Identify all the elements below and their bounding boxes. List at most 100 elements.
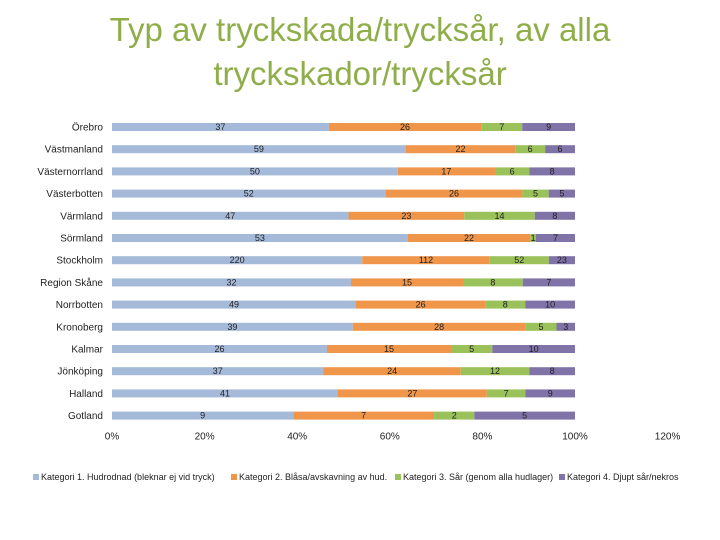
bar-segment-series-4 (534, 211, 575, 220)
bar-segment-series-4 (529, 367, 575, 376)
bar-segment-series-3 (481, 123, 523, 131)
bar-segment-series-4 (556, 322, 575, 331)
category-label: Norrbotten (56, 300, 103, 311)
bar-segment-series-3 (515, 145, 546, 154)
category-label: Stockholm (56, 256, 103, 267)
bar-segment-series-1 (112, 411, 294, 420)
data-label: 3 (563, 322, 568, 332)
data-label: 47 (225, 211, 235, 221)
data-label: 10 (529, 344, 539, 354)
bar-segment-series-4 (525, 300, 575, 309)
bar-segment-series-1 (112, 256, 363, 265)
data-label: 49 (229, 300, 239, 310)
bar-segment-series-3 (434, 411, 475, 420)
data-label: 5 (469, 344, 474, 354)
data-label: 5 (559, 189, 564, 199)
category-label: Kronoberg (56, 322, 103, 333)
data-label: 6 (558, 144, 563, 154)
data-label: 26 (214, 344, 224, 354)
bar-segment-series-4 (529, 167, 575, 176)
data-label: 23 (557, 255, 567, 265)
data-label: 7 (361, 411, 366, 421)
bar-segment-series-3 (450, 345, 493, 353)
data-label: 1 (531, 233, 536, 243)
data-label: 9 (546, 122, 551, 132)
bar-segment-series-2 (405, 145, 516, 154)
bar-segment-series-3 (494, 167, 530, 176)
data-label: 23 (401, 211, 411, 221)
bar-segment-series-4 (492, 345, 575, 353)
bar-segment-series-2 (328, 123, 482, 131)
category-label: Sörmland (60, 234, 103, 245)
data-label: 8 (552, 211, 557, 221)
category-label: Värmland (60, 211, 103, 222)
bar-segment-series-1 (112, 345, 327, 353)
data-label: 28 (434, 322, 444, 332)
category-label: Gotland (68, 411, 103, 422)
bar-segment-series-4 (548, 189, 575, 198)
bar-segment-series-4 (525, 389, 575, 398)
data-label: 41 (220, 388, 230, 398)
legend-entry: Kategori 2. Blåsa/avskavning av hud. (239, 472, 387, 482)
data-label: 7 (546, 277, 551, 287)
bar-segment-series-2 (323, 367, 461, 376)
x-axis-tick-label: 40% (287, 432, 307, 443)
chart-title: Typ av tryckskada/trycksår, av alla tryc… (0, 8, 720, 96)
bar-segment-series-2 (407, 234, 531, 242)
legend-entry: Kategori 1. Hudrodnad (bleknar ej vid tr… (41, 472, 215, 482)
data-label: 26 (449, 189, 459, 199)
data-label: 8 (550, 366, 555, 376)
bar-segment-series-3 (522, 189, 549, 198)
chart-title-line-1: Typ av tryckskada/trycksår, av alla (109, 11, 611, 48)
bar-segment-series-1 (112, 367, 324, 376)
bar-segment-series-4 (548, 256, 575, 265)
x-axis-tick-label: 0% (105, 432, 120, 443)
bar-segment-series-3 (464, 211, 535, 220)
data-label: 5 (539, 322, 544, 332)
data-label: 7 (499, 122, 504, 132)
bar-segment-series-3 (525, 322, 557, 331)
bar-segment-series-2 (355, 300, 486, 309)
data-label: 112 (419, 255, 433, 265)
data-label: 39 (227, 322, 237, 332)
category-label: Västmanland (45, 145, 103, 156)
bar-segment-series-2 (362, 256, 490, 265)
legend-swatch (33, 474, 39, 480)
data-label: 7 (553, 233, 558, 243)
data-label: 14 (495, 211, 505, 221)
bar-segment-series-1 (112, 211, 349, 220)
x-axis-tick-label: 80% (472, 432, 492, 443)
data-label: 6 (510, 166, 515, 176)
bar-segment-series-1 (112, 167, 398, 176)
bar-segment-series-2 (385, 189, 523, 198)
bar-segment-series-2 (397, 167, 495, 176)
data-label: 220 (230, 255, 245, 265)
data-label: 37 (215, 122, 225, 132)
category-label: Västerbotten (46, 189, 103, 200)
data-label: 9 (200, 411, 205, 421)
data-label: 26 (400, 122, 410, 132)
data-label: 5 (522, 411, 527, 421)
legend-swatch (559, 474, 565, 480)
bar-segment-series-1 (112, 389, 338, 398)
data-label: 8 (550, 166, 555, 176)
data-label: 52 (514, 255, 524, 265)
data-label: 37 (213, 366, 223, 376)
category-label: Kalmar (71, 345, 103, 356)
category-label: Halland (69, 389, 103, 400)
data-label: 9 (548, 388, 553, 398)
data-label: 24 (387, 366, 397, 376)
bar-segment-series-4 (535, 234, 575, 242)
data-label: 8 (490, 277, 495, 287)
data-label: 59 (254, 144, 264, 154)
bar-segment-series-2 (352, 322, 526, 331)
category-label: Jönköping (57, 367, 103, 378)
data-label: 12 (490, 366, 500, 376)
bar-segment-series-1 (112, 123, 329, 131)
legend-entry: Kategori 3. Sår (genom alla hudlager) (403, 472, 553, 482)
data-label: 10 (545, 300, 555, 310)
data-label: 8 (503, 300, 508, 310)
bar-segment-series-2 (350, 278, 463, 287)
bar-segment-series-1 (112, 234, 408, 242)
